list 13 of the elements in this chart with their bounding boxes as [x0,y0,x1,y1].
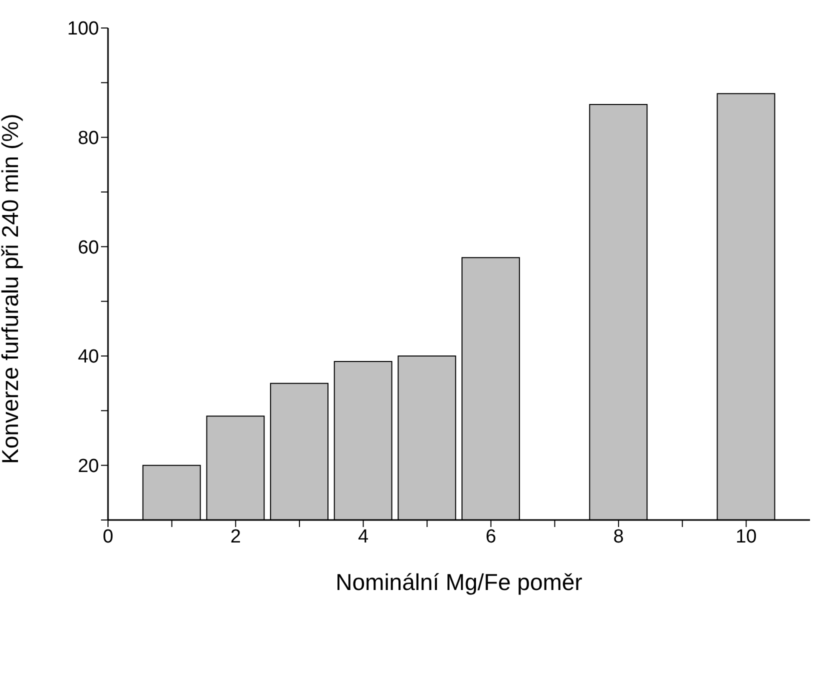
y-tick-label: 40 [78,346,99,368]
x-tick-label: 0 [102,526,114,548]
y-tick-label: 20 [78,456,99,478]
y-tick-label: 80 [78,128,99,150]
y-tick-label: 60 [78,237,99,258]
x-tick-label: 10 [736,526,757,548]
x-tick-label: 8 [613,526,624,548]
x-tick-label: 6 [486,526,496,548]
x-axis-title: Nominální Mg/Fe poměr [336,569,583,595]
x-tick-label: 2 [230,526,241,548]
x-tick-label: 4 [358,526,369,548]
y-tick-label: 100 [67,18,99,40]
y-axis-title: Konverze furfuralu při 240 min (%) [0,114,24,464]
